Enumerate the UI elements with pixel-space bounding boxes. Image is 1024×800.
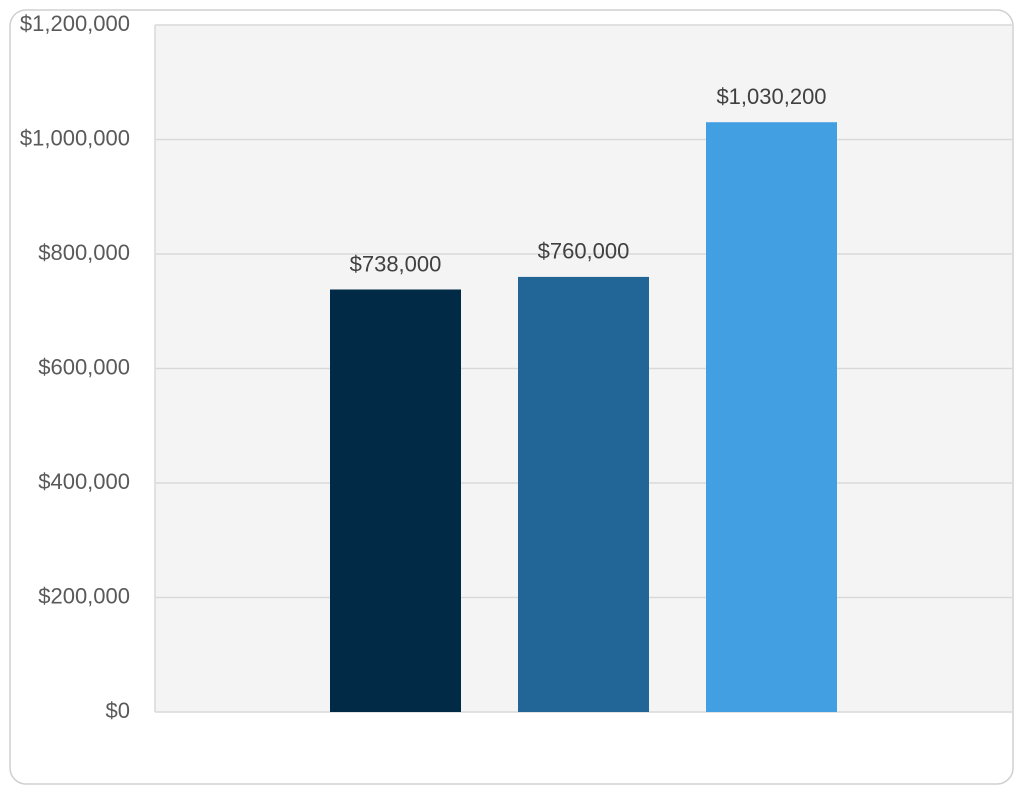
y-tick-label: $600,000: [38, 354, 130, 379]
y-tick-label: $0: [106, 698, 130, 723]
value-label: $738,000: [350, 251, 442, 276]
bar: [330, 289, 461, 712]
y-tick-label: $800,000: [38, 240, 130, 265]
y-tick-label: $1,200,000: [20, 11, 130, 36]
value-label: $760,000: [538, 239, 630, 264]
y-tick-label: $1,000,000: [20, 125, 130, 150]
bar: [706, 122, 837, 712]
y-tick-label: $200,000: [38, 583, 130, 608]
y-tick-label: $400,000: [38, 469, 130, 494]
value-label: $1,030,200: [716, 84, 826, 109]
bar: [518, 276, 649, 712]
